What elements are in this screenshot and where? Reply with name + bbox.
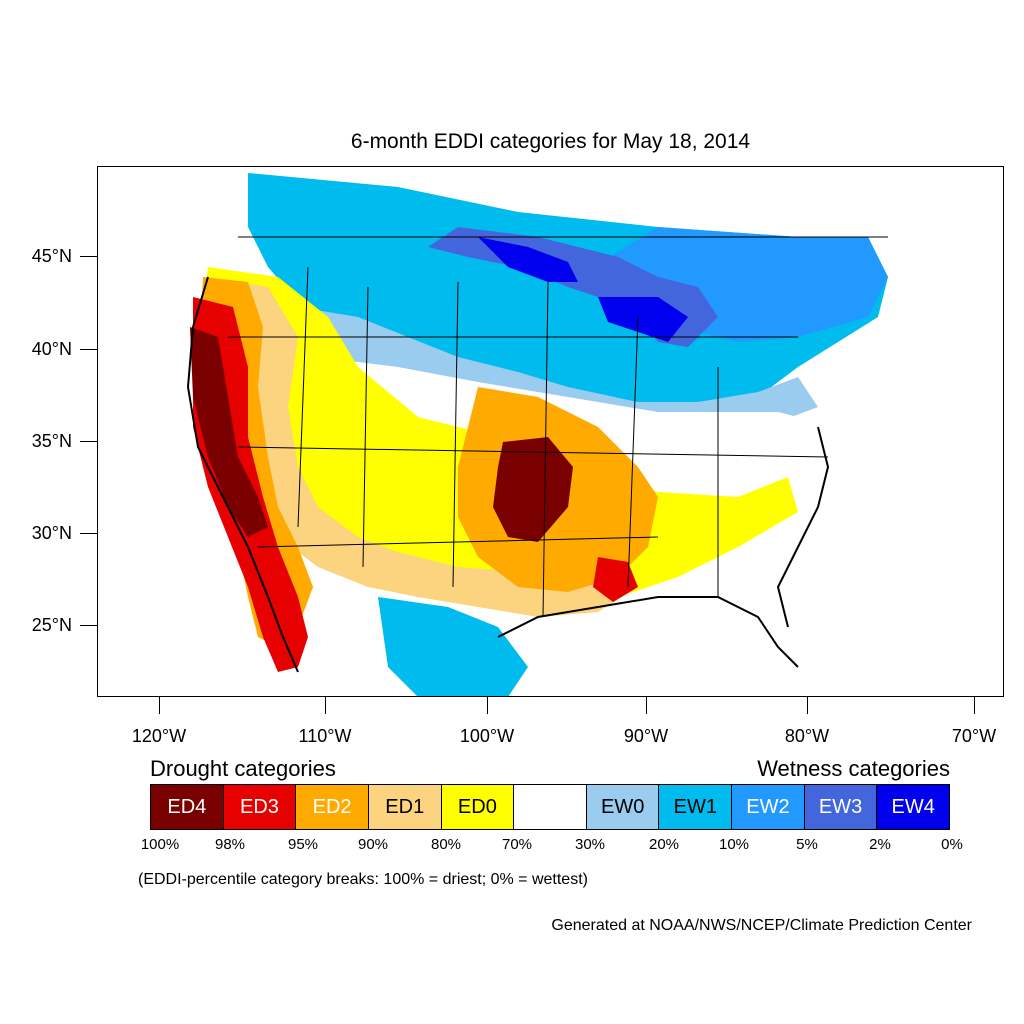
break-label: 0%: [941, 836, 963, 853]
legend-label: EW1: [673, 795, 717, 818]
break-label: 80%: [430, 836, 462, 853]
lat-tick: [80, 441, 97, 442]
credit-text: Generated at NOAA/NWS/NCEP/Climate Predi…: [551, 917, 972, 934]
legend-box-ew2: EW2: [732, 785, 805, 829]
break-label: 5%: [796, 836, 818, 853]
lon-tick: [807, 697, 808, 714]
lon-label-70: 70°W: [951, 726, 997, 746]
legend-box-ed3: ED3: [223, 785, 297, 829]
legend-box-ew3: EW3: [804, 785, 878, 829]
legend-box-ed4: ED4: [151, 785, 224, 829]
lon-tick: [159, 697, 160, 714]
lon-tick: [325, 697, 326, 714]
lon-label-80: 80°W: [784, 726, 830, 746]
break-label: 98%: [214, 836, 246, 853]
wetness-heading: Wetness categories: [757, 756, 950, 781]
lat-tick: [80, 625, 97, 626]
lon-label-90: 90°W: [623, 726, 669, 746]
lon-label-110: 110°W: [298, 726, 352, 746]
atlantic-coast: [776, 426, 830, 628]
legend-label: ED2: [312, 795, 352, 818]
legend-label: EW3: [818, 795, 863, 818]
legend-label: ED0: [457, 795, 497, 818]
lat-tick: [80, 533, 97, 534]
legend-box-neutral: [514, 785, 587, 829]
lon-label-120: 120°W: [131, 726, 187, 746]
category-note: (EDDI-percentile category breaks: 100% =…: [138, 871, 588, 888]
legend-label: EW0: [600, 795, 645, 818]
drought-ed1: [208, 277, 638, 617]
lat-label-25: 25°N: [31, 615, 72, 635]
coastline: [186, 276, 299, 673]
legend-label: ED4: [167, 795, 207, 818]
lat-tick: [80, 256, 97, 257]
break-label: 95%: [287, 836, 319, 853]
legend-label: EW2: [746, 795, 790, 818]
legend-label: ED3: [240, 795, 279, 818]
wet-region-greatlakes: [598, 297, 688, 342]
category-legend: ED4 ED3 ED2 ED1 ED0 EW0 EW1 EW2 EW3 EW4: [150, 784, 950, 830]
lon-label-100: 100°W: [459, 726, 515, 746]
legend-box-ed1: ED1: [368, 785, 442, 829]
drought-ed3-south: [593, 557, 638, 602]
map-panel: [97, 166, 1004, 697]
drought-heading: Drought categories: [150, 756, 336, 781]
legend-box-ed2: ED2: [296, 785, 369, 829]
legend-box-ed0: ED0: [441, 785, 515, 829]
lon-tick: [487, 697, 488, 714]
drought-ed4-central: [493, 437, 573, 542]
break-label: 20%: [648, 836, 680, 853]
legend-box-ew4: EW4: [877, 785, 950, 829]
lat-label-35: 35°N: [31, 431, 72, 451]
wet-region-ew4: [478, 237, 578, 282]
legend-box-ew0: EW0: [586, 785, 660, 829]
break-label: 30%: [574, 836, 606, 853]
gulf-coast: [497, 596, 799, 668]
legend-label: ED1: [385, 795, 425, 818]
map-title: 6-month EDDI categories for May 18, 2014: [350, 130, 751, 153]
lon-tick: [974, 697, 975, 714]
lat-label-45: 45°N: [31, 246, 72, 266]
drought-ed4-west: [190, 327, 268, 537]
break-label: 100%: [140, 836, 180, 853]
break-label: 90%: [357, 836, 389, 853]
state-boundaries: [228, 236, 888, 618]
lat-label-30: 30°N: [31, 523, 72, 543]
legend-label: EW4: [891, 795, 935, 818]
legend-box-ew1: EW1: [659, 785, 733, 829]
lat-label-40: 40°N: [31, 339, 72, 359]
eddi-map: [186, 173, 888, 696]
lon-tick: [646, 697, 647, 714]
break-label: 70%: [501, 836, 533, 853]
wet-region-sw: [378, 597, 528, 696]
break-label: 10%: [718, 836, 750, 853]
lat-tick: [80, 349, 97, 350]
break-label: 2%: [869, 836, 891, 853]
